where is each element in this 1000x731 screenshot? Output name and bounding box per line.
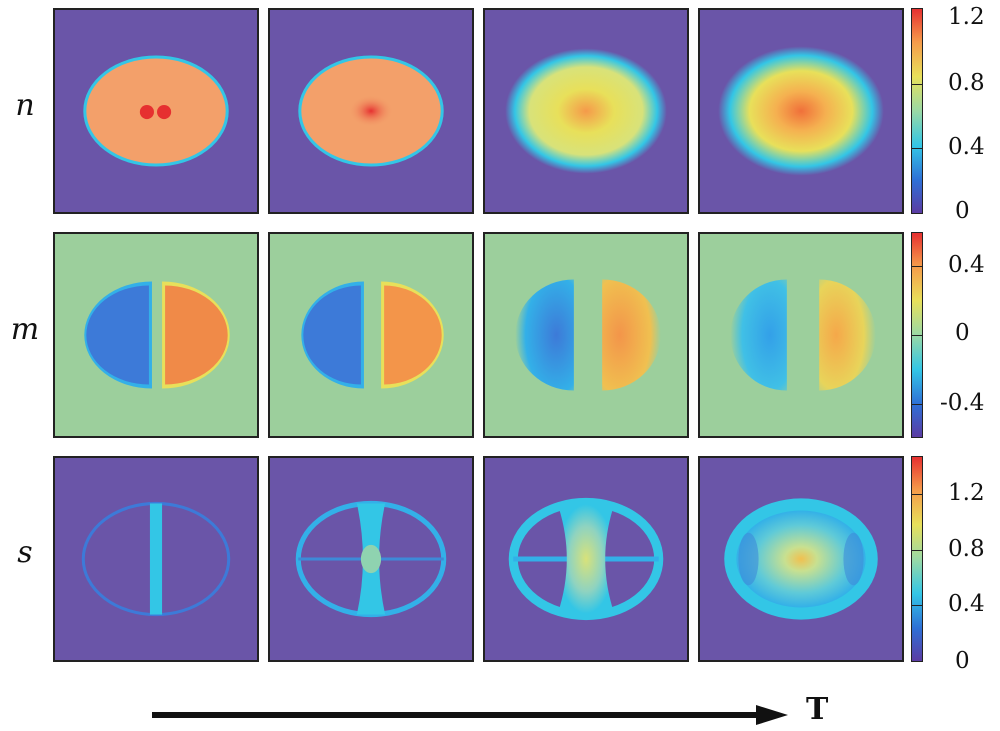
cbar-s-label-2: 0.4 xyxy=(948,591,985,617)
colorbar-n xyxy=(911,8,923,214)
cbar-s-label-1: 0.8 xyxy=(948,536,985,562)
cbar-n-label-1: 0.8 xyxy=(948,70,985,96)
cbar-m-tick-2 xyxy=(911,335,923,336)
cbar-n-tick-1 xyxy=(911,84,923,85)
cbar-s-tick-2 xyxy=(911,550,923,551)
heatmap-n-4 xyxy=(700,10,902,212)
cbar-m-tick-3 xyxy=(911,404,923,405)
panel-m-1 xyxy=(53,232,259,438)
panel-n-1 xyxy=(53,8,259,214)
cbar-n-label-2: 0.4 xyxy=(948,134,985,160)
colorbar-s xyxy=(911,456,923,662)
heatmap-s-3 xyxy=(485,458,687,660)
cbar-s-label-3: 0 xyxy=(955,648,970,674)
heatmap-n-2 xyxy=(270,10,472,212)
heatmap-m-4 xyxy=(700,234,902,436)
heatmap-n-3 xyxy=(485,10,687,212)
cbar-m-label-0: 0.4 xyxy=(948,252,985,278)
panel-m-4 xyxy=(698,232,904,438)
cbar-s-tick-1 xyxy=(911,494,923,495)
heatmap-s-2 xyxy=(270,458,472,660)
cbar-n-label-0: 1.2 xyxy=(948,4,985,30)
heatmap-s-4 xyxy=(700,458,902,660)
panel-m-2 xyxy=(268,232,474,438)
row-label-n: n xyxy=(15,88,35,123)
row-label-s: s xyxy=(17,535,33,570)
panel-s-3 xyxy=(483,456,689,662)
cbar-m-label-2: -0.4 xyxy=(940,390,985,416)
temperature-axis-label: T xyxy=(806,692,829,727)
panel-s-4 xyxy=(698,456,904,662)
heatmap-m-2 xyxy=(270,234,472,436)
cbar-n-tick-2 xyxy=(911,148,923,149)
cbar-m-label-1: 0 xyxy=(955,320,970,346)
row-label-m: m xyxy=(10,312,40,347)
cbar-s-tick-3 xyxy=(911,605,923,606)
panel-s-2 xyxy=(268,456,474,662)
heatmap-s-1 xyxy=(55,458,257,660)
temperature-arrow xyxy=(150,703,790,727)
panel-n-2 xyxy=(268,8,474,214)
heatmap-m-1 xyxy=(55,234,257,436)
cbar-n-label-3: 0 xyxy=(955,198,970,224)
cbar-s-label-0: 1.2 xyxy=(948,480,985,506)
heatmap-n-1 xyxy=(55,10,257,212)
cbar-m-tick-1 xyxy=(911,266,923,267)
panel-m-3 xyxy=(483,232,689,438)
panel-n-3 xyxy=(483,8,689,214)
panel-s-1 xyxy=(53,456,259,662)
heatmap-m-3 xyxy=(485,234,687,436)
panel-n-4 xyxy=(698,8,904,214)
